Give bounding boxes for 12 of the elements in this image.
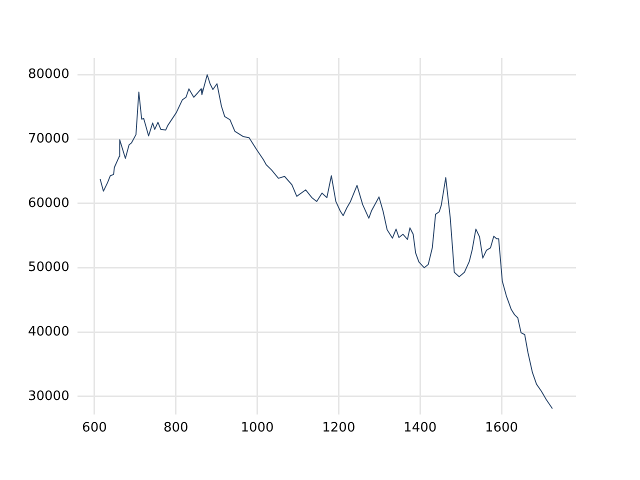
y-tick-label: 50000	[28, 260, 70, 276]
x-tick-label: 1200	[322, 420, 356, 436]
x-tick-label: 1600	[484, 420, 518, 436]
y-tick-label: 80000	[28, 67, 70, 82]
y-tick-label: 30000	[28, 388, 70, 404]
x-tick-label: 1400	[404, 420, 437, 436]
x-tick-label: 1000	[240, 420, 274, 436]
y-tick-label: 40000	[28, 324, 70, 340]
x-tick-label: 600	[82, 420, 107, 436]
y-tick-label: 60000	[28, 196, 70, 211]
x-tick-label: 800	[163, 420, 188, 436]
y-tick-label: 70000	[28, 131, 70, 146]
